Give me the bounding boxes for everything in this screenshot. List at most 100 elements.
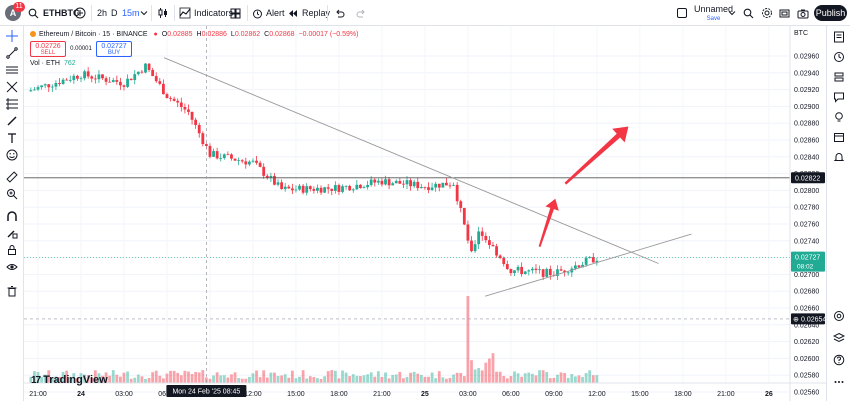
volume-bar	[513, 371, 516, 383]
volume-bar	[341, 370, 344, 383]
volume-bar	[61, 372, 65, 383]
candle-body	[251, 160, 255, 162]
lock-drawings-tool[interactable]	[4, 243, 20, 257]
target-icon	[834, 311, 844, 321]
more-button[interactable]	[831, 374, 847, 390]
candle-body	[491, 245, 495, 247]
candle-body	[101, 74, 104, 79]
magnet-tool[interactable]	[4, 209, 20, 223]
time-tick-label: 03:00	[459, 391, 477, 398]
trend-line-tool[interactable]	[4, 46, 20, 60]
layout-checkbox[interactable]	[677, 0, 687, 26]
series-title[interactable]: Ethereum / Bitcoin · 15 · BINANCE	[39, 30, 148, 38]
time-tick-label: 03:00	[115, 391, 133, 398]
divider	[151, 5, 152, 21]
horizontal-lines-tool[interactable]	[4, 63, 20, 77]
publish-button[interactable]: Publish	[814, 5, 847, 21]
candle-body	[237, 160, 241, 162]
pitchfork-icon	[6, 81, 18, 93]
snapshot-button[interactable]	[797, 0, 809, 26]
logo-text: TradingView	[43, 374, 108, 386]
stay-in-drawing-mode-tool[interactable]	[4, 226, 20, 240]
candle-body	[212, 151, 215, 157]
candle-body	[40, 85, 43, 88]
price-tick-label: 0.02880	[794, 121, 819, 128]
volume-bar	[563, 372, 567, 383]
interval-15m[interactable]: 15m	[122, 8, 140, 18]
compare-symbol-button[interactable]	[74, 0, 86, 26]
volume-bar	[477, 368, 481, 383]
object-tree-button[interactable]	[831, 69, 847, 85]
symbol-search-button[interactable]: ETHBTC	[28, 0, 80, 26]
volume-bar	[333, 370, 337, 383]
fullscreen-button[interactable]	[779, 0, 790, 26]
volume-bar	[294, 378, 298, 383]
zoom-tool[interactable]	[4, 187, 20, 201]
ideas-button[interactable]	[831, 109, 847, 125]
crosshair-tool[interactable]	[4, 29, 20, 43]
help-button[interactable]	[831, 352, 847, 368]
ruler-tool[interactable]	[4, 170, 20, 184]
hide-drawings-tool[interactable]	[4, 260, 20, 274]
replay-button[interactable]: Replay	[288, 0, 330, 26]
candle-body	[133, 74, 137, 81]
volume-bar	[427, 376, 430, 383]
candle-body	[341, 186, 344, 192]
volume-label[interactable]: Vol · ETH	[30, 60, 60, 67]
undo-button[interactable]	[334, 0, 345, 26]
price-tick-label: 0.02560	[794, 390, 819, 397]
layout-name-button[interactable]: Unnamed Save	[694, 4, 733, 24]
tradingview-logo[interactable]: 17 TradingView	[31, 374, 108, 386]
candle-body	[545, 268, 549, 277]
volume-bar	[384, 372, 387, 383]
text-tool[interactable]	[4, 131, 20, 145]
notifications-button[interactable]	[831, 149, 847, 165]
indicators-button[interactable]: Indicators	[179, 0, 233, 26]
price-tick-label: 0.02600	[794, 356, 819, 363]
volume-bar	[577, 375, 581, 383]
volume-bar	[312, 377, 316, 383]
layout-menu-button[interactable]	[728, 0, 736, 26]
brush-tool[interactable]	[4, 114, 20, 128]
interval-2h[interactable]: 2h	[97, 8, 108, 18]
calendar-button[interactable]	[831, 129, 847, 145]
volume-bar	[541, 370, 545, 383]
layouts-button[interactable]	[230, 0, 241, 26]
data-window-button[interactable]	[831, 330, 847, 346]
pitchfork-tool[interactable]	[4, 80, 20, 94]
grid-icon	[230, 8, 241, 18]
volume-bar	[394, 374, 398, 383]
price-chart[interactable]: BTC 0.02960 0.02940 0.02920 0.02900 0.02880 0.…	[24, 26, 826, 401]
chart-type-button[interactable]	[157, 0, 169, 26]
candle-body	[50, 86, 54, 88]
volume-bar	[158, 375, 162, 383]
quick-search-button[interactable]	[743, 0, 754, 26]
interval-d[interactable]: D	[111, 8, 118, 18]
candles-icon	[158, 8, 167, 18]
settings-button[interactable]	[761, 0, 773, 26]
candle-body	[265, 175, 269, 179]
pine-editor-button[interactable]	[831, 308, 847, 324]
volume-legend: Vol · ETH 762	[30, 60, 76, 67]
emoji-tool[interactable]	[4, 148, 20, 162]
remove-drawings-tool[interactable]	[4, 284, 20, 298]
alert-button[interactable]: Alert	[252, 0, 285, 26]
high-value: 0.02886	[201, 30, 227, 38]
alerts-panel-button[interactable]	[831, 49, 847, 65]
candle-body	[409, 180, 412, 187]
fib-tool[interactable]	[4, 97, 20, 111]
notification-badge: 11	[13, 2, 25, 12]
sell-button[interactable]: 0.02726 SELL	[30, 41, 66, 57]
candle-body	[326, 187, 330, 189]
volume-bar	[301, 370, 305, 383]
candle-body	[559, 269, 563, 271]
symbol-logo-icon	[30, 31, 36, 37]
redo-button[interactable]	[356, 0, 367, 26]
buy-button[interactable]: 0.02727 BUY	[96, 41, 132, 57]
volume-bar	[355, 375, 359, 383]
chat-button[interactable]	[831, 89, 847, 105]
candle-body	[520, 266, 524, 275]
watchlist-button[interactable]	[831, 29, 847, 45]
candle-body	[480, 231, 484, 236]
interval-dropdown[interactable]	[140, 0, 148, 26]
